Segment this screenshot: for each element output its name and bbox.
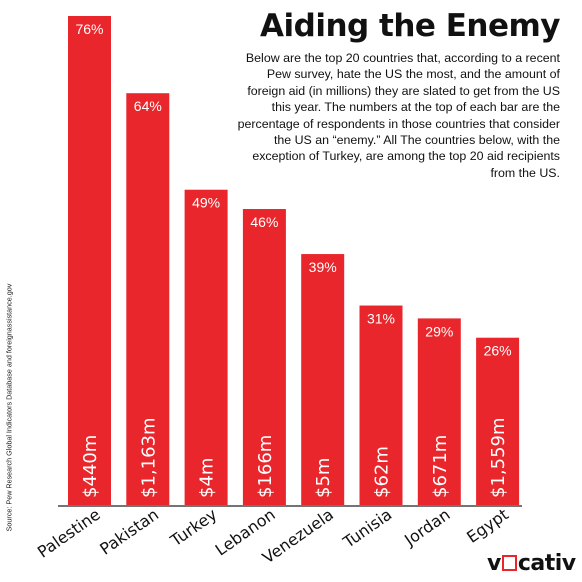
aid-label: $1,559m (488, 417, 509, 498)
aid-label: $440m (80, 435, 101, 498)
chart-description: Below are the top 20 countries that, acc… (232, 50, 560, 182)
bar-pakistan (126, 93, 170, 506)
percent-label: 29% (425, 323, 453, 339)
bar-lebanon (242, 209, 286, 506)
aid-label: $166m (255, 435, 276, 498)
aid-label: $62m (372, 446, 393, 498)
bar-palestine (68, 16, 111, 505)
aid-label: $4m (197, 458, 218, 498)
bar-turkey (184, 189, 228, 505)
percent-label: 26% (484, 343, 512, 359)
aid-label: $5m (313, 458, 334, 498)
bar-egypt (476, 337, 520, 505)
percent-label: 31% (367, 311, 395, 327)
category-label: Palestine (34, 505, 104, 562)
bar-venezuela (301, 254, 345, 505)
logo-mark-icon (501, 555, 517, 571)
bar-tunisia (359, 305, 403, 505)
chart-title: Aiding the Enemy (260, 8, 560, 44)
percent-label: 39% (309, 259, 337, 275)
percent-label: 64% (134, 98, 162, 114)
source-note: Source: Pew Research Global Indicators D… (4, 283, 14, 532)
percent-label: 76% (75, 21, 103, 37)
category-label: Egypt (463, 505, 512, 547)
bar-jordan (417, 318, 461, 505)
percent-label: 49% (192, 195, 220, 211)
percent-label: 46% (250, 214, 278, 230)
logo-suffix: cativ (517, 551, 576, 576)
logo-prefix: v (487, 551, 501, 576)
vocativ-logo: v cativ (487, 551, 576, 576)
aid-label: $671m (430, 435, 451, 498)
aid-label: $1,163m (138, 417, 159, 498)
category-label: Tunisia (339, 505, 395, 552)
category-label: Jordan (400, 505, 453, 550)
category-label: Pakistan (96, 505, 162, 559)
